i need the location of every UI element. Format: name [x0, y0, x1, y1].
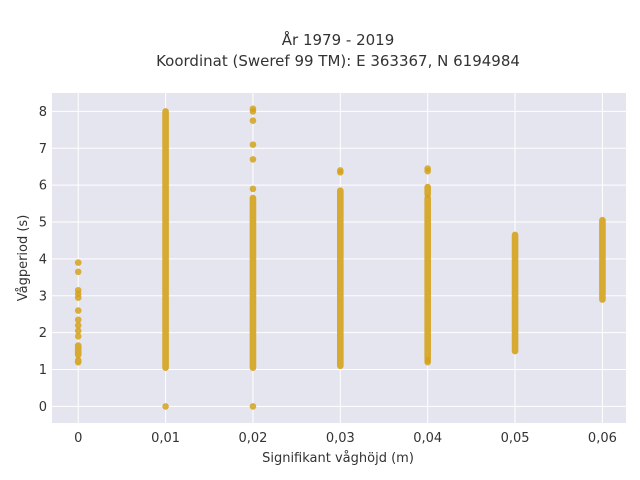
y-tick-label: 3 [39, 289, 47, 304]
marker-range [599, 216, 606, 303]
marker-range [162, 108, 169, 371]
data-point [74, 268, 82, 276]
marker-range [424, 194, 431, 362]
y-tick-label: 8 [39, 105, 47, 120]
data-point [249, 156, 257, 163]
y-tick-label: 5 [39, 216, 47, 231]
y-tick-label: 4 [39, 252, 47, 267]
y-tick-label: 1 [39, 363, 47, 378]
data-point [249, 117, 257, 124]
data-point [337, 167, 344, 174]
data-point [74, 333, 82, 340]
data-point [249, 185, 257, 193]
x-axis-label: Signifikant våghöjd (m) [262, 451, 414, 466]
marker-range [424, 183, 431, 198]
x-tick-label: 0,06 [588, 431, 617, 446]
x-tick-label: 0,03 [326, 431, 355, 446]
y-axis-label: Vågperiod (s) [16, 215, 31, 302]
marker-range [249, 194, 257, 371]
y-tick-label: 7 [39, 142, 47, 157]
x-tick-label: 0,05 [501, 431, 530, 446]
y-tick-label: 2 [39, 326, 47, 341]
x-tick-label: 0,02 [238, 431, 267, 446]
data-point [74, 316, 82, 324]
x-tick-label: 0,04 [413, 431, 442, 446]
data-point [424, 357, 431, 364]
marker-range [74, 357, 82, 366]
x-tick-label: 0 [74, 431, 82, 446]
data-point [424, 165, 431, 172]
data-point [74, 259, 82, 266]
x-tick-label: 0,01 [151, 431, 180, 446]
data-point [249, 403, 257, 410]
y-tick-label: 6 [39, 179, 47, 194]
y-tick-label: 0 [39, 400, 47, 415]
y-axis-ticks: 0 1 2 3 4 5 6 7 8 [39, 105, 47, 415]
marker-range [337, 187, 344, 370]
x-axis-ticks: 0 0,01 0,02 0,03 0,04 0,05 0,06 [74, 431, 617, 446]
data-point [74, 327, 82, 335]
data-markers [74, 105, 606, 410]
data-point [74, 321, 82, 329]
marker-range [511, 231, 519, 355]
data-point [74, 307, 82, 314]
data-point [249, 105, 257, 113]
marker-range [74, 342, 82, 359]
chart-title-line2: Koordinat (Sweref 99 TM): E 363367, N 61… [156, 52, 520, 70]
chart-title-line1: År 1979 - 2019 [282, 30, 395, 49]
data-point [162, 403, 169, 410]
data-point [74, 286, 82, 294]
data-point [249, 141, 257, 148]
